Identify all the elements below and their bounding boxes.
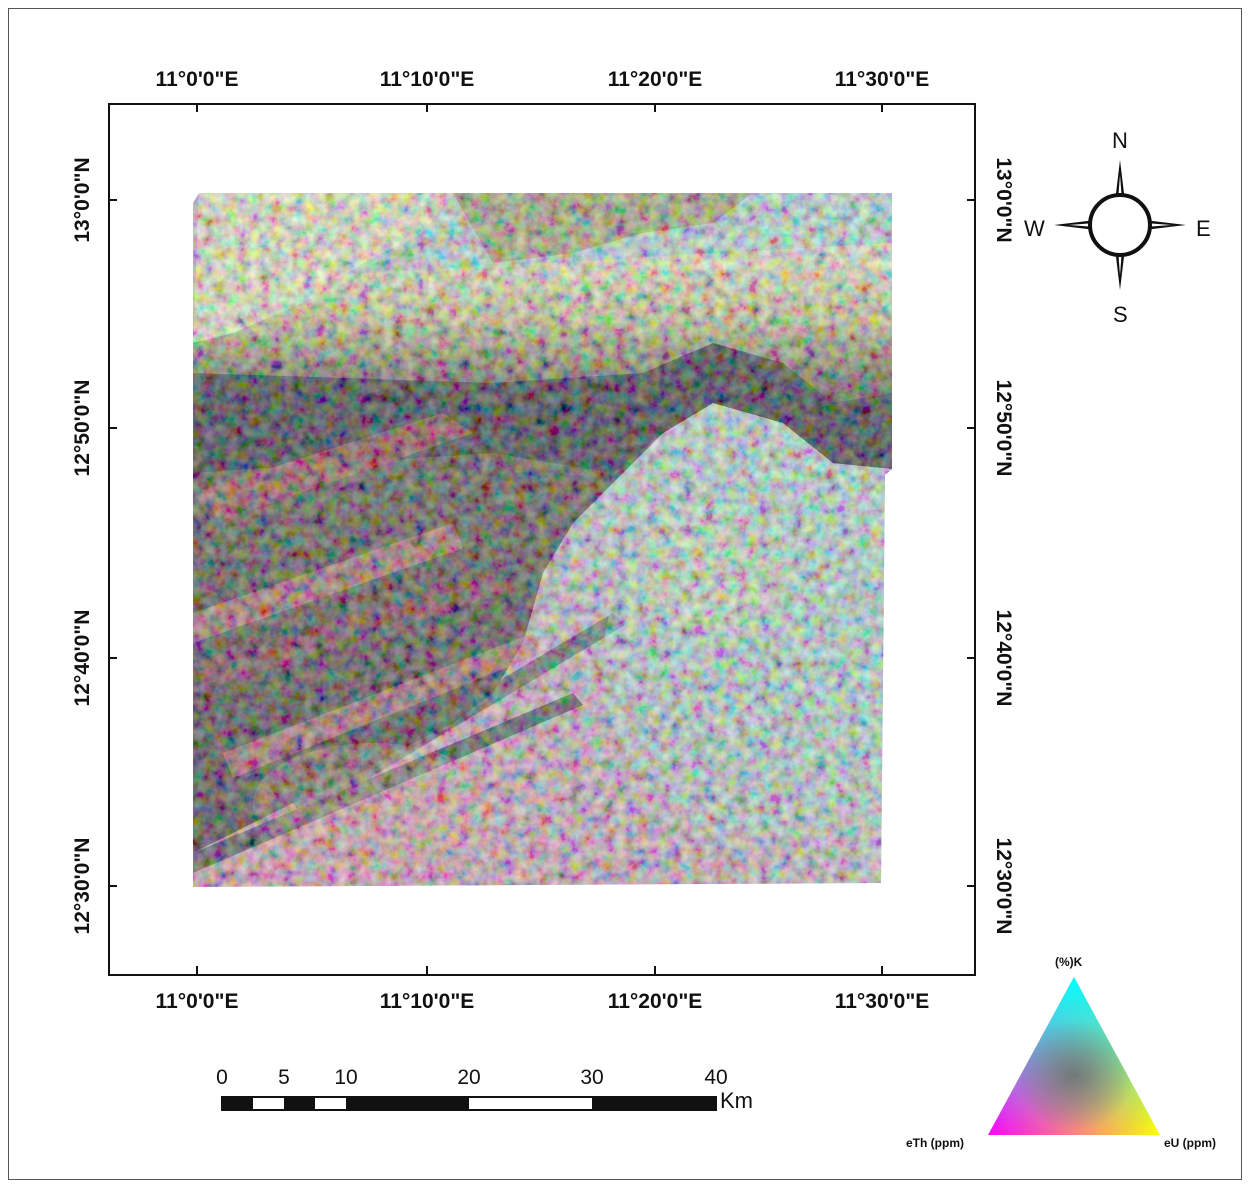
graticule-label-top: 11°0'0"E <box>155 68 239 91</box>
map-frame <box>108 103 976 976</box>
graticule-label-top: 11°20'0"E <box>607 68 703 91</box>
scale-tick-label: 0 <box>216 1066 228 1089</box>
graticule-label-bottom: 11°10'0"E <box>379 990 475 1013</box>
scale-unit-label: Km <box>720 1088 753 1113</box>
legend-potassium-label: (%)K <box>1055 955 1083 969</box>
page-border <box>8 8 1242 1180</box>
ternary-triangle <box>988 977 1160 1135</box>
scale-tick-label: 10 <box>334 1066 358 1089</box>
ternary-legend: (%)K eTh (ppm) eU (ppm) <box>900 955 1240 1155</box>
compass-rose-icon <box>1054 160 1186 290</box>
scale-tick-label: 40 <box>704 1066 728 1089</box>
north-arrow: N S E W <box>1020 120 1220 330</box>
legend-uranium-label: eU (ppm) <box>1164 1136 1216 1150</box>
graticule-label-bottom: 11°0'0"E <box>155 990 239 1013</box>
scale-tick-label: 30 <box>580 1066 604 1089</box>
graticule-label-bottom: 11°30'0"E <box>834 990 930 1013</box>
compass-north-label: N <box>1112 128 1128 153</box>
legend-thorium-label: eTh (ppm) <box>906 1136 964 1150</box>
graticule-label-top: 11°10'0"E <box>379 68 475 91</box>
graticule-label-bottom: 11°20'0"E <box>607 990 703 1013</box>
scale-tick-label: 20 <box>457 1066 481 1089</box>
scale-tick-label: 5 <box>278 1066 290 1089</box>
compass-south-label: S <box>1113 302 1128 327</box>
radiometric-ternary-map <box>193 193 892 887</box>
graticule-label-top: 11°30'0"E <box>834 68 930 91</box>
compass-west-label: W <box>1024 216 1045 241</box>
compass-east-label: E <box>1196 216 1211 241</box>
